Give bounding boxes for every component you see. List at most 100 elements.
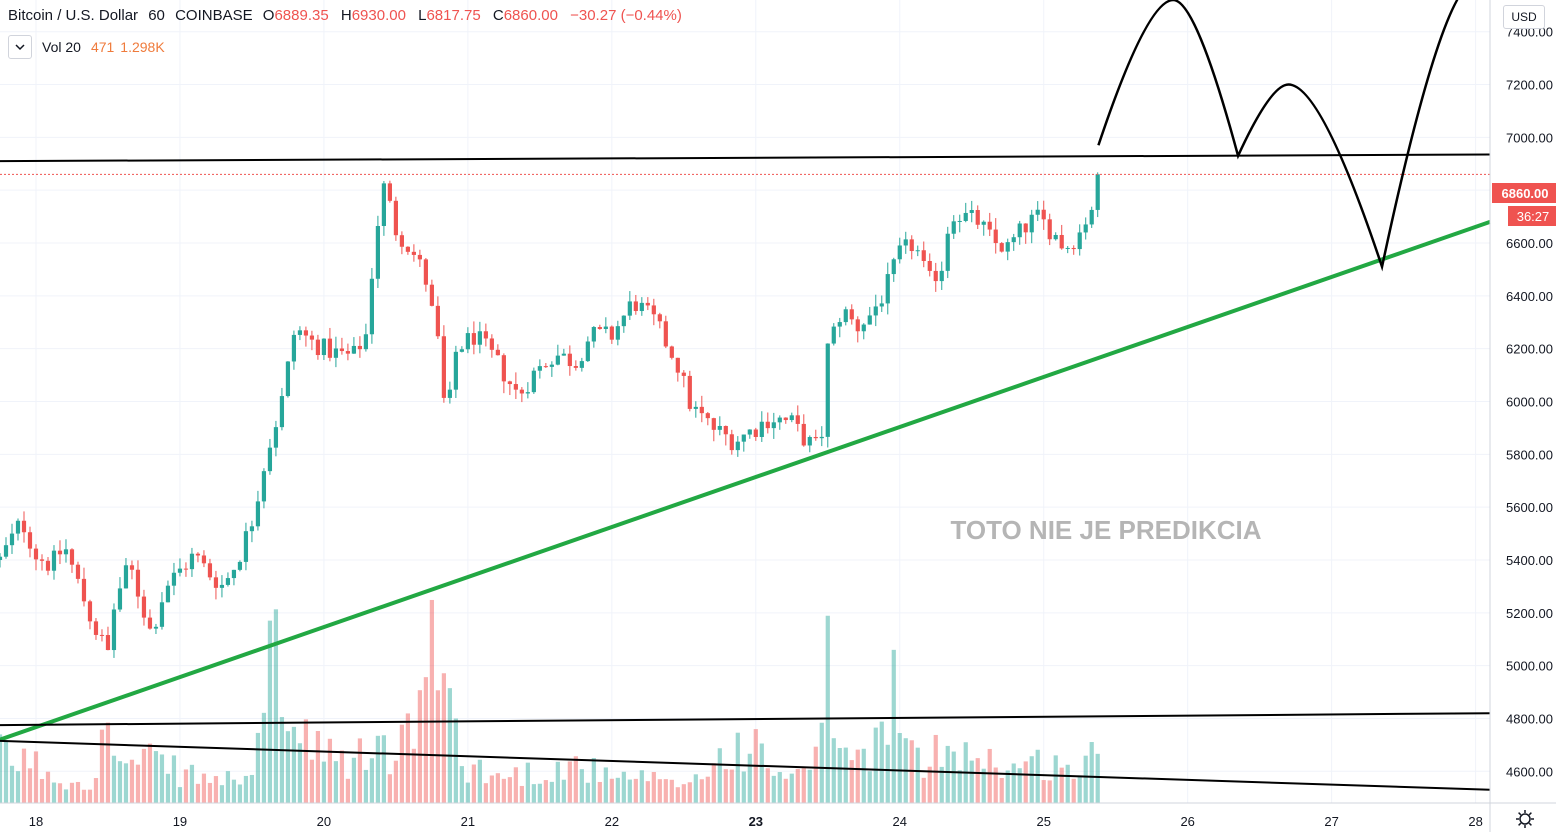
- price-tick-label: 5000.00: [1506, 659, 1553, 674]
- candle-body: [675, 357, 680, 373]
- open-value: 6889.35: [274, 7, 329, 24]
- currency-button[interactable]: USD: [1503, 5, 1545, 29]
- chart-settings-button[interactable]: [1514, 808, 1536, 830]
- volume-bar: [831, 738, 836, 803]
- candle-body: [51, 550, 57, 571]
- volume-bar: [585, 782, 590, 803]
- volume-bar: [21, 748, 27, 803]
- volume-bar: [723, 769, 728, 803]
- candle-body: [351, 345, 357, 354]
- candle-body: [759, 421, 764, 437]
- candle-body: [1059, 234, 1064, 249]
- candle-body: [255, 501, 261, 527]
- drawings: [0, 0, 1491, 791]
- volume-bar: [501, 778, 506, 803]
- candle-body: [987, 221, 992, 230]
- volume-bar: [729, 769, 734, 803]
- volume-bar: [765, 768, 770, 803]
- volume-bar: [1011, 763, 1016, 803]
- volume-bar: [1083, 755, 1088, 803]
- candle-body: [1053, 234, 1058, 240]
- price-tick-label: 5800.00: [1506, 447, 1553, 462]
- volume-bar: [51, 782, 57, 803]
- candle-body: [957, 220, 962, 222]
- open-label: O: [262, 7, 275, 24]
- volume-bar: [735, 732, 740, 803]
- candle-body: [279, 396, 285, 428]
- candle-body: [39, 559, 45, 561]
- candle-body: [1083, 224, 1088, 233]
- volume-value: 471: [90, 39, 115, 55]
- candle-body: [999, 243, 1004, 252]
- candle-body: [435, 305, 440, 337]
- price-tick-label: 7200.00: [1506, 78, 1553, 93]
- volume-bar: [1035, 749, 1040, 803]
- last-price-label: 6860.00: [1502, 186, 1549, 201]
- volume-bar: [351, 757, 357, 803]
- volume-bar: [369, 758, 374, 803]
- candle-body: [81, 578, 87, 602]
- candle-body: [705, 413, 710, 419]
- time-tick-label: 20: [317, 814, 331, 829]
- price-axis[interactable]: 4600.00 4800.00 5000.00 5200.00 5400.00 5600.…: [1489, 0, 1553, 832]
- candle-body: [861, 324, 866, 332]
- candle-body: [249, 526, 255, 532]
- candle-body: [615, 326, 620, 340]
- candle-body: [99, 634, 105, 636]
- candle-body: [585, 341, 590, 362]
- volume-bar: [819, 722, 824, 803]
- candle-body: [183, 568, 189, 570]
- volume-bar: [147, 743, 153, 803]
- volume-bar: [75, 781, 81, 803]
- candle-body: [609, 326, 614, 340]
- candle-body: [591, 327, 596, 342]
- volume-bar: [1047, 780, 1052, 803]
- candle-body: [939, 270, 944, 282]
- symbol-legend: Bitcoin / U.S. Dollar 60 COINBASE O6889.…: [8, 7, 690, 24]
- candle-body: [921, 250, 926, 262]
- volume-bar: [555, 761, 560, 803]
- candle-body: [261, 471, 267, 502]
- volume-bar: [153, 751, 159, 803]
- volume-bar: [711, 763, 716, 803]
- volume-bar: [267, 620, 273, 803]
- volume-bar: [279, 717, 285, 803]
- candle-body: [993, 229, 998, 244]
- volume-bar: [1029, 756, 1034, 803]
- candle-body: [717, 425, 722, 430]
- candle-body: [363, 334, 369, 350]
- candle-body: [471, 333, 476, 345]
- volume-bar: [891, 649, 896, 803]
- price-tick-label: 6600.00: [1506, 236, 1553, 251]
- volume-bar: [453, 718, 458, 803]
- candle-body: [357, 345, 363, 350]
- candle-body: [891, 259, 896, 275]
- volume-bar: [897, 732, 902, 803]
- time-tick-label: 21: [461, 814, 475, 829]
- interval[interactable]: 60: [148, 7, 165, 24]
- volume-bar: [471, 764, 476, 803]
- candle-body: [807, 436, 812, 446]
- volume-bar: [231, 779, 237, 803]
- collapse-legend-button[interactable]: [8, 35, 32, 59]
- volume-bar: [867, 771, 872, 803]
- volume-bar: [339, 750, 345, 803]
- candle-body: [291, 334, 297, 362]
- volume-bar: [567, 761, 572, 803]
- volume-bar: [543, 780, 548, 803]
- volume-bar: [15, 771, 21, 803]
- candle-body: [417, 254, 422, 260]
- volume-bar: [1017, 768, 1022, 803]
- volume-bar: [747, 753, 752, 803]
- time-axis[interactable]: 18 19 20 21 22 23 24 25 26 27 28: [0, 802, 1556, 829]
- candle-body: [903, 239, 908, 246]
- candle-body: [621, 315, 626, 327]
- volume-bar: [255, 732, 261, 803]
- volume-bar: [27, 768, 33, 803]
- volume-indicator-name[interactable]: Vol 20: [42, 39, 81, 55]
- volume-bar: [639, 770, 644, 803]
- candle-body: [189, 553, 195, 570]
- symbol-name[interactable]: Bitcoin / U.S. Dollar: [8, 7, 139, 24]
